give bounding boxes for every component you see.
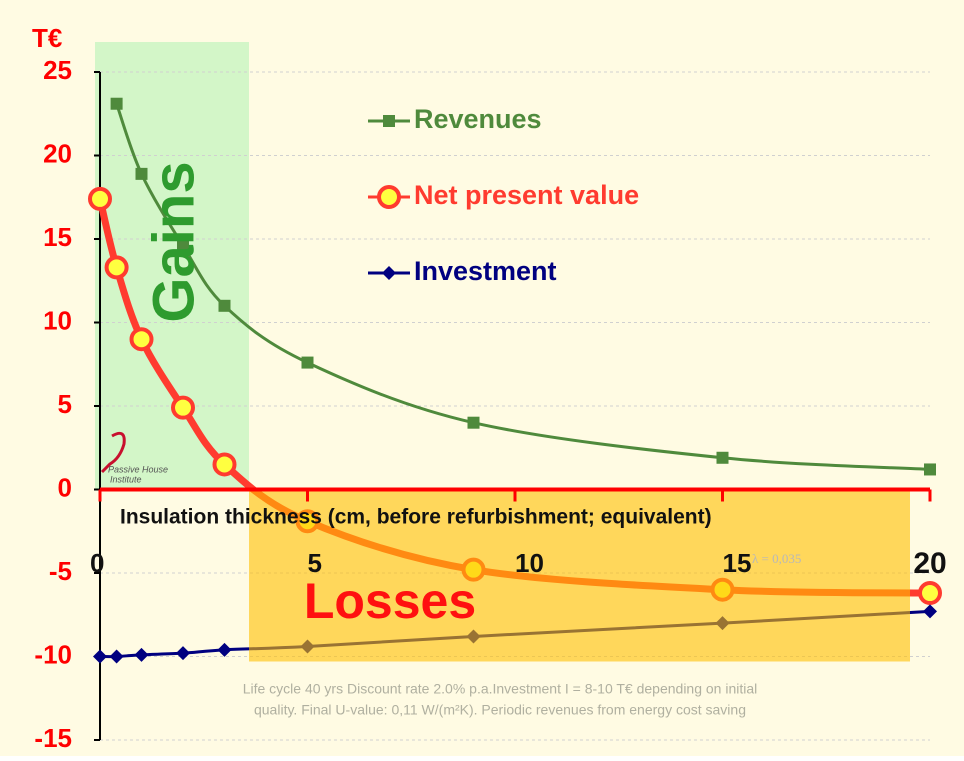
marker	[467, 416, 480, 429]
marker	[924, 463, 936, 476]
losses-region	[249, 489, 910, 662]
footnote: Life cycle 40 yrs Discount rate 2.0% p.a…	[243, 681, 758, 697]
marker	[918, 581, 942, 606]
legend-marker	[383, 115, 395, 127]
marker	[134, 647, 149, 662]
marker	[93, 649, 107, 664]
x-tick-label: 15	[723, 548, 752, 578]
marker	[212, 452, 237, 477]
gains-label: Gains	[141, 161, 206, 322]
logo-icon	[100, 431, 126, 474]
legend-marker	[382, 266, 396, 280]
marker	[218, 299, 231, 312]
x-axis-label: Insulation thickness (cm, before refurbi…	[120, 506, 712, 529]
y-tick-label: -5	[49, 556, 72, 586]
legend-label: Net present value	[414, 180, 639, 210]
marker	[135, 167, 148, 180]
y-tick-label: 25	[43, 55, 72, 85]
legend-marker	[377, 185, 401, 209]
unit-label: T€	[32, 23, 62, 53]
x-tick-label: 5	[308, 548, 322, 578]
marker	[171, 395, 195, 420]
y-tick-label: -15	[34, 723, 72, 753]
legend-label: Investment	[414, 256, 557, 286]
marker	[923, 604, 937, 619]
y-tick-label: 20	[43, 138, 72, 168]
lambda-label: λ = 0,035	[752, 551, 801, 566]
marker	[176, 646, 190, 661]
x-tick-label: 20	[913, 547, 946, 580]
marker	[88, 186, 112, 211]
footnote: quality. Final U-value: 0,11 W/(m²K). Pe…	[254, 702, 746, 718]
losses-label: Losses	[304, 573, 476, 629]
marker	[217, 642, 232, 657]
y-tick-label: 15	[43, 222, 72, 252]
marker	[716, 451, 729, 464]
marker	[104, 255, 129, 280]
x-tick-label: 10	[515, 548, 544, 578]
y-tick-label: 10	[43, 305, 72, 335]
y-tick-label: 5	[58, 389, 72, 419]
logo-text: Passive House	[108, 464, 168, 474]
y-tick-label: -10	[34, 639, 72, 669]
marker	[110, 97, 123, 110]
y-tick-label: 0	[58, 472, 72, 502]
marker	[109, 649, 124, 664]
marker	[129, 327, 154, 352]
legend-label: Revenues	[414, 104, 542, 134]
marker	[177, 239, 189, 252]
x-tick-label: 0	[90, 548, 104, 578]
logo-text: Institute	[110, 474, 142, 484]
marker	[301, 356, 314, 369]
